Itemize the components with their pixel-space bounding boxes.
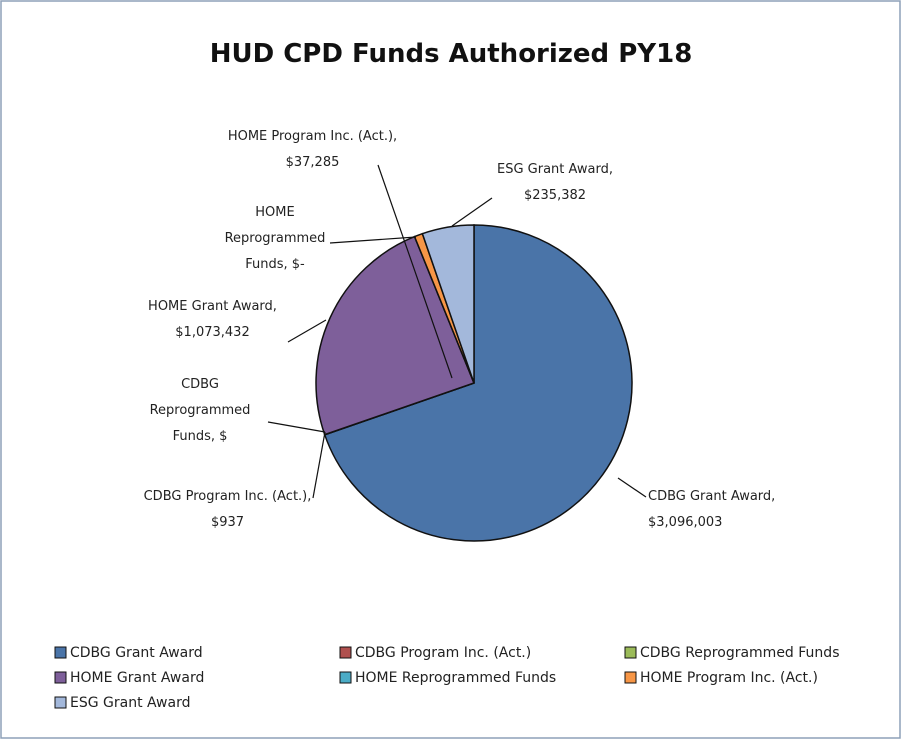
data-label: CDBG Grant Award, $3,096,003 [648,489,776,530]
data-label: ESG Grant Award, $235,382 [497,162,613,203]
data-label: HOME Program Inc. (Act.), $37,285 [227,129,398,170]
legend-label: HOME Grant Award [70,670,204,686]
legend-label: CDBG Program Inc. (Act.) [355,645,531,661]
pie-slice [421,224,475,384]
legend-swatch [54,696,67,709]
data-label: CDBG Program Inc. (Act.), $937 [143,489,312,530]
legend-label: CDBG Reprogrammed Funds [640,645,840,661]
leader-line [329,236,417,244]
legend-label: HOME Program Inc. (Act.) [640,670,818,686]
leader-line [451,197,493,227]
legend-label: ESG Grant Award [70,695,190,711]
legend-label: CDBG Grant Award [70,645,203,661]
legend-swatch [339,671,352,684]
legend-swatch [624,671,637,684]
legend-label: HOME Reprogrammed Funds [355,670,556,686]
leader-line [267,421,326,433]
legend-swatch [54,646,67,659]
data-label: HOME Grant Award, $1,073,432 [148,299,277,340]
leader-line [617,477,647,498]
chart-title: HUD CPD Funds Authorized PY18 [210,39,693,69]
leader-line [377,164,453,379]
leader-line [287,319,327,343]
legend-swatch [339,646,352,659]
leader-line [312,431,326,499]
legend-swatch [624,646,637,659]
pie-slice [323,224,633,542]
data-label: HOME Reprogrammed Funds, $- [224,205,326,272]
data-label: CDBG Reprogrammed Funds, $ [149,377,251,444]
legend-swatch [54,671,67,684]
